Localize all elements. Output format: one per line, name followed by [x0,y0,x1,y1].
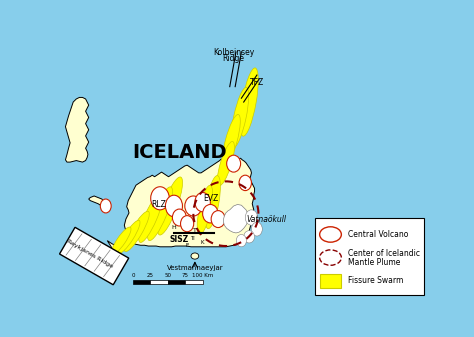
Ellipse shape [217,142,235,186]
Ellipse shape [237,235,246,247]
Polygon shape [65,97,89,162]
Text: 0: 0 [131,273,135,278]
Ellipse shape [151,187,169,210]
Polygon shape [89,196,104,206]
Text: Kolbeinsey: Kolbeinsey [213,48,254,57]
Ellipse shape [124,211,149,252]
Bar [150,280,168,284]
Text: ICELAND: ICELAND [132,143,227,161]
Text: Ti: Ti [190,236,195,241]
Text: H: H [172,225,176,230]
Ellipse shape [197,185,213,234]
Ellipse shape [245,210,258,225]
Text: Reykjanes Ridge: Reykjanes Ridge [66,239,114,269]
Text: 75: 75 [182,273,189,278]
Bar [319,274,341,287]
Ellipse shape [173,209,186,226]
Ellipse shape [244,231,255,243]
Text: EVZ: EVZ [203,194,218,203]
Text: Fissure Swarm: Fissure Swarm [347,276,403,285]
Text: 100 Km: 100 Km [192,273,213,278]
Text: TFZ: TFZ [250,78,264,87]
Ellipse shape [319,227,341,242]
Ellipse shape [251,222,262,236]
Ellipse shape [165,195,182,217]
Text: Center of Icelandic: Center of Icelandic [347,249,419,258]
Text: RLZ: RLZ [151,200,166,209]
Text: Vestmannaeyjar: Vestmannaeyjar [166,265,223,271]
Bar [315,218,423,295]
Text: Mantle Plume: Mantle Plume [347,258,400,268]
Bar [133,280,150,284]
Ellipse shape [227,155,241,172]
Text: E: E [185,243,189,248]
Ellipse shape [231,87,249,148]
Ellipse shape [191,253,199,259]
Text: Vatnaökull: Vatnaökull [247,215,287,224]
Polygon shape [224,205,248,233]
Text: K: K [201,240,204,245]
Ellipse shape [158,177,182,235]
Ellipse shape [100,199,111,213]
Text: 25: 25 [147,273,154,278]
Ellipse shape [195,192,210,212]
Text: Central Volcano: Central Volcano [347,230,408,239]
Text: 50: 50 [164,273,171,278]
Text: SISZ: SISZ [170,235,189,244]
Ellipse shape [205,176,220,229]
Ellipse shape [111,227,131,254]
Ellipse shape [147,187,173,241]
Ellipse shape [239,175,251,191]
Ellipse shape [139,193,163,242]
FancyBboxPatch shape [60,227,129,285]
Ellipse shape [118,220,140,253]
Bar [168,280,185,284]
Ellipse shape [181,216,194,232]
Text: Ridge: Ridge [223,54,245,63]
Ellipse shape [240,68,258,136]
Ellipse shape [222,115,240,166]
Ellipse shape [202,205,218,223]
Polygon shape [107,158,255,259]
Ellipse shape [319,250,341,265]
Text: T: T [193,228,197,233]
Ellipse shape [185,196,202,216]
Bar [185,280,202,284]
Ellipse shape [211,211,225,227]
